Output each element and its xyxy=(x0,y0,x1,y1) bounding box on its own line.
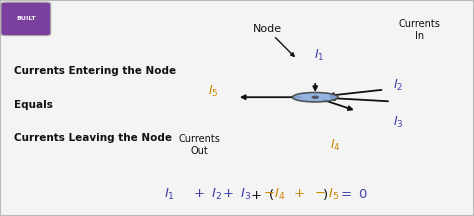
Text: Equals: Equals xyxy=(14,100,53,110)
Text: $\mathit{\ +\ -I}_{5}$: $\mathit{\ +\ -I}_{5}$ xyxy=(287,187,339,202)
Text: $\mathit{I}_{1}$: $\mathit{I}_{1}$ xyxy=(164,187,174,202)
Text: $\mathit{-I}_{4}$: $\mathit{-I}_{4}$ xyxy=(263,187,285,202)
Text: $\mathit{I_3}$: $\mathit{I_3}$ xyxy=(393,114,403,130)
Text: Currents
Out: Currents Out xyxy=(178,134,220,156)
Text: $\mathit{I_4}$: $\mathit{I_4}$ xyxy=(330,138,340,153)
Text: $\mathit{\ +\ I}_{2}$: $\mathit{\ +\ I}_{2}$ xyxy=(187,187,223,202)
Ellipse shape xyxy=(292,92,338,102)
Text: Currents
In: Currents In xyxy=(399,19,440,41)
Text: $\mathit{\ =\ 0}$: $\mathit{\ =\ 0}$ xyxy=(334,188,369,201)
Text: $\mathit{)}$: $\mathit{)}$ xyxy=(322,187,328,202)
Text: Node: Node xyxy=(253,24,283,34)
Text: Currents Leaving the Node: Currents Leaving the Node xyxy=(14,133,172,143)
Text: $\mathit{\ +\ (}$: $\mathit{\ +\ (}$ xyxy=(244,187,275,202)
Text: $\mathit{\ +\ I}_{3}$: $\mathit{\ +\ I}_{3}$ xyxy=(216,187,252,202)
Circle shape xyxy=(311,95,319,99)
Text: $\mathit{I_1}$: $\mathit{I_1}$ xyxy=(314,48,324,63)
Text: $\mathit{I_2}$: $\mathit{I_2}$ xyxy=(393,78,403,93)
Text: BUILT: BUILT xyxy=(16,16,36,21)
Text: Currents Entering the Node: Currents Entering the Node xyxy=(14,66,176,76)
Text: $\mathit{I_5}$: $\mathit{I_5}$ xyxy=(208,84,219,99)
FancyBboxPatch shape xyxy=(1,2,51,36)
